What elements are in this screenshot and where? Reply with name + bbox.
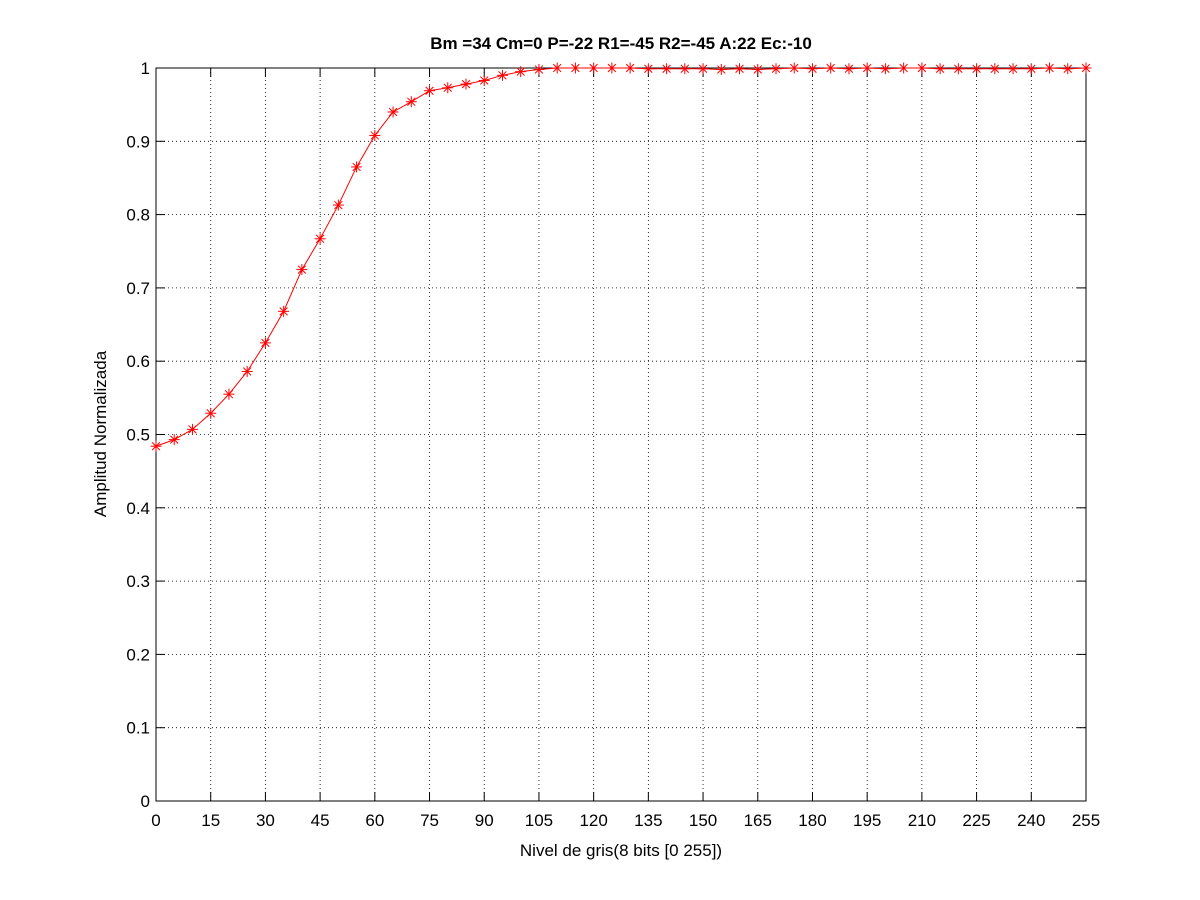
data-point-marker	[1062, 63, 1074, 75]
data-point-marker	[478, 74, 490, 86]
y-tick-label: 0.6	[126, 352, 150, 371]
chart-title: Bm =34 Cm=0 P=-22 R1=-45 R2=-45 A:22 Ec:…	[430, 34, 812, 53]
data-point-marker	[661, 63, 673, 75]
grid-lines	[156, 68, 1086, 801]
data-point-marker	[752, 63, 764, 75]
data-point-marker	[551, 62, 563, 74]
data-point-marker	[259, 337, 271, 349]
x-tick-label: 30	[256, 811, 275, 830]
data-point-marker	[150, 440, 162, 452]
x-tick-label: 105	[525, 811, 553, 830]
y-tick-labels: 0 0.1 0.2 0.3 0.4 0.5 0.6 0.7 0.8 0.9 1	[126, 59, 150, 811]
x-tick-label: 75	[420, 811, 439, 830]
data-point-marker	[424, 85, 436, 97]
data-point-marker	[460, 78, 472, 90]
data-point-marker	[278, 305, 290, 317]
x-tick-label: 45	[311, 811, 330, 830]
data-point-marker	[588, 62, 600, 74]
data-point-marker	[952, 63, 964, 75]
y-tick-label: 0.7	[126, 279, 150, 298]
data-point-marker	[442, 82, 454, 94]
data-point-marker	[971, 63, 983, 75]
data-point-marker	[989, 63, 1001, 75]
data-point-marker	[1044, 62, 1056, 74]
data-point-marker	[241, 365, 253, 377]
x-tick-labels: 0 15 30 45 60 75 90 105 120 135 150 165 180 195 210 225…	[151, 811, 1100, 830]
data-point-marker	[642, 63, 654, 75]
y-axis-label: Amplitud Normalizada	[91, 350, 110, 517]
data-point-marker	[1080, 62, 1092, 74]
data-point-marker	[679, 63, 691, 75]
data-point-marker	[806, 63, 818, 75]
y-tick-label: 0.4	[126, 499, 150, 518]
data-point-marker	[205, 407, 217, 419]
x-tick-label: 60	[365, 811, 384, 830]
data-point-marker	[186, 423, 198, 435]
data-point-marker	[314, 233, 326, 245]
data-point-marker	[879, 63, 891, 75]
x-tick-label: 0	[151, 811, 160, 830]
data-point-marker	[223, 388, 235, 400]
x-tick-label: 180	[798, 811, 826, 830]
data-point-marker	[569, 62, 581, 74]
data-point-marker	[861, 62, 873, 74]
x-tick-label: 135	[634, 811, 662, 830]
x-tick-label: 225	[962, 811, 990, 830]
data-point-marker	[332, 199, 344, 211]
data-point-marker	[843, 63, 855, 75]
data-point-marker	[916, 62, 928, 74]
data-point-marker	[533, 63, 545, 75]
x-tick-label: 195	[853, 811, 881, 830]
data-point-marker	[296, 264, 308, 276]
x-axis-label: Nivel de gris(8 bits [0 255])	[520, 841, 722, 860]
y-tick-label: 0.1	[126, 719, 150, 738]
data-point-marker	[934, 63, 946, 75]
y-tick-label: 0	[141, 792, 150, 811]
x-tick-label: 90	[475, 811, 494, 830]
y-tick-label: 0.9	[126, 132, 150, 151]
series-group	[150, 62, 1092, 452]
data-point-marker	[715, 63, 727, 75]
x-tick-label: 15	[201, 811, 220, 830]
data-point-marker	[734, 63, 746, 75]
x-tick-label: 150	[689, 811, 717, 830]
y-tick-label: 1	[141, 59, 150, 78]
data-point-marker	[825, 62, 837, 74]
series-line	[155, 67, 1087, 447]
y-tick-label: 0.2	[126, 645, 150, 664]
data-point-marker	[898, 62, 910, 74]
x-tick-label: 165	[744, 811, 772, 830]
data-point-marker	[697, 63, 709, 75]
data-point-marker	[606, 62, 618, 74]
data-point-marker	[405, 96, 417, 108]
data-point-marker	[387, 106, 399, 118]
data-point-marker	[369, 129, 381, 141]
data-point-marker	[788, 62, 800, 74]
data-point-marker	[1007, 63, 1019, 75]
data-point-marker	[624, 62, 636, 74]
data-point-marker	[168, 434, 180, 446]
data-point-marker	[770, 63, 782, 75]
y-tick-label: 0.5	[126, 426, 150, 445]
y-tick-label: 0.3	[126, 572, 150, 591]
x-tick-label: 120	[579, 811, 607, 830]
data-point-marker	[515, 66, 527, 78]
x-tick-label: 255	[1072, 811, 1100, 830]
data-point-marker	[351, 161, 363, 173]
y-tick-label: 0.8	[126, 206, 150, 225]
x-tick-label: 240	[1017, 811, 1045, 830]
x-tick-label: 210	[908, 811, 936, 830]
data-point-marker	[1025, 63, 1037, 75]
data-point-marker	[496, 69, 508, 81]
